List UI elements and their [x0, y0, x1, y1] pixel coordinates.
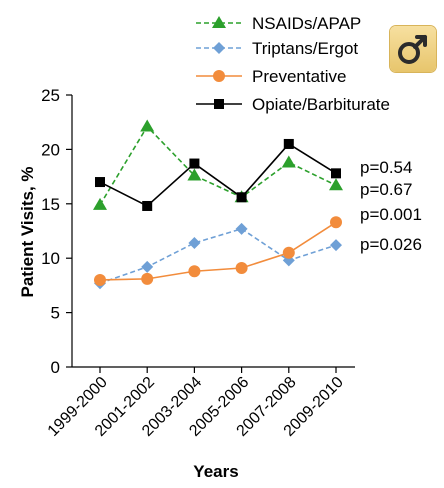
data-point	[188, 265, 201, 278]
legend-label: Triptans/Ergot	[252, 39, 358, 58]
data-point	[142, 200, 153, 211]
data-point	[330, 239, 342, 252]
x-axis-title: Years	[193, 462, 238, 481]
legend-label: Preventative	[252, 67, 347, 86]
legend-marker	[213, 70, 225, 82]
axes: 05101520251999-20002001-20022003-2004200…	[41, 86, 355, 440]
data-point	[235, 222, 248, 235]
data-point	[235, 261, 248, 274]
y-tick-label: 25	[41, 86, 60, 105]
series-line	[99, 125, 337, 206]
data-point	[330, 216, 342, 229]
data-point	[187, 168, 202, 181]
data-point	[94, 273, 106, 286]
data-point	[331, 168, 341, 179]
series-line	[99, 221, 337, 281]
data-point	[282, 246, 295, 259]
data-point	[141, 272, 154, 285]
data-point	[283, 138, 294, 149]
series-preventative	[94, 216, 342, 286]
y-axis-title: Patient Visits, %	[18, 166, 37, 297]
series-line	[99, 227, 337, 284]
series-opiate-barbiturate	[95, 138, 341, 211]
data-point	[281, 155, 296, 168]
data-point	[329, 178, 343, 191]
series-line	[99, 142, 337, 207]
data-point	[141, 260, 154, 273]
y-tick-label: 20	[41, 140, 60, 159]
data-point	[95, 177, 105, 188]
p-value-label: p=0.001	[360, 205, 422, 224]
y-tick-label: 5	[51, 304, 60, 323]
p-value-label: p=0.54	[360, 158, 412, 177]
legend-marker	[212, 16, 226, 28]
legend-marker	[214, 99, 224, 109]
data-point	[189, 158, 200, 169]
data-point	[140, 119, 155, 132]
p-value-label: p=0.026	[360, 235, 422, 254]
data-point	[236, 192, 247, 203]
p-values: p=0.54 p=0.67 p=0.001 p=0.026	[360, 158, 422, 254]
series-triptans-ergot	[94, 222, 342, 290]
series-nsaids-apap	[93, 119, 343, 210]
legend: NSAIDs/APAP Triptans/Ergot Preventative Opi…	[196, 14, 390, 114]
data-point	[93, 197, 107, 210]
data-point	[188, 236, 201, 249]
legend-label: NSAIDs/APAP	[252, 14, 361, 33]
y-tick-label: 15	[41, 195, 60, 214]
male-symbol-icon[interactable]	[390, 26, 436, 72]
legend-label: Opiate/Barbiturate	[252, 95, 390, 114]
series-layer	[93, 119, 343, 290]
y-tick-label: 10	[41, 249, 60, 268]
legend-marker	[213, 42, 225, 54]
p-value-label: p=0.67	[360, 180, 412, 199]
y-tick-label: 0	[51, 358, 60, 377]
